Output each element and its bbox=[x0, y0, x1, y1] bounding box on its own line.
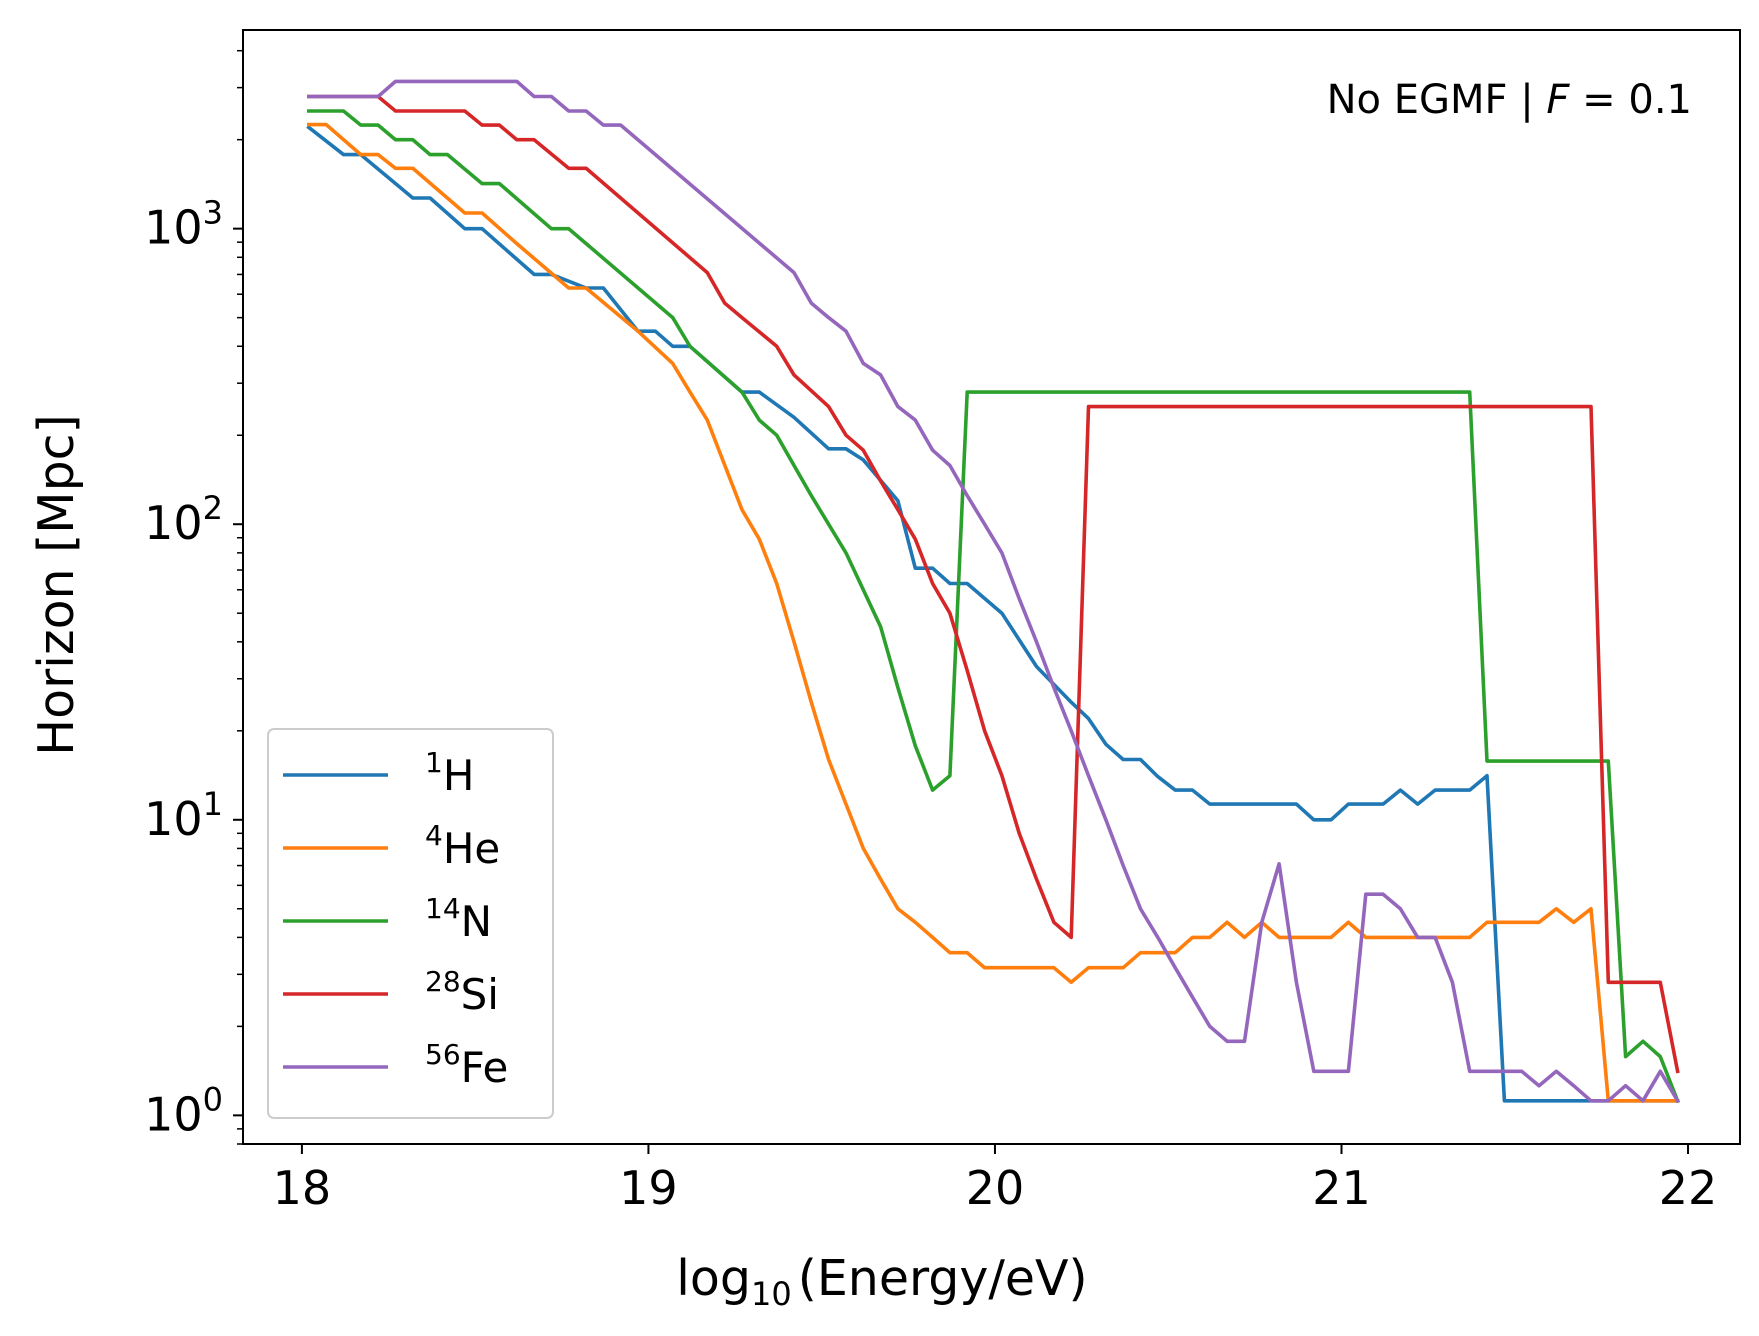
x-tick-label: 18 bbox=[273, 1161, 332, 1215]
legend-label-h: 1H bbox=[425, 746, 474, 800]
series-layer bbox=[306, 79, 1681, 1104]
annotation-suffix: = 0.1 bbox=[1569, 77, 1692, 123]
y-tick-label: 101 bbox=[144, 785, 223, 846]
series-line-si bbox=[307, 94, 1680, 1074]
x-axis-label-base: log bbox=[676, 1250, 751, 1307]
series-line-h bbox=[306, 124, 1680, 1103]
x-axis-label-subscript: 10 bbox=[751, 1275, 792, 1313]
annotation-variable: F bbox=[1546, 77, 1570, 123]
series-line-n bbox=[307, 109, 1680, 1104]
x-axis-label-rest: (Energy/eV) bbox=[798, 1250, 1088, 1307]
legend-box bbox=[267, 728, 554, 1119]
chart-annotation: No EGMF | F = 0.1 bbox=[1327, 77, 1692, 123]
y-tick-label: 103 bbox=[144, 194, 223, 255]
series-line-fe bbox=[307, 79, 1681, 1104]
legend-label-si: 28Si bbox=[425, 965, 499, 1019]
annotation-prefix: No EGMF | bbox=[1327, 77, 1547, 123]
x-axis-label: log10 (Energy/eV) bbox=[676, 1250, 1087, 1313]
plot-frame bbox=[242, 29, 1741, 1145]
legend-label-he: 4He bbox=[425, 819, 500, 873]
x-tick-label: 20 bbox=[966, 1161, 1025, 1215]
ticks-layer: 18 19 20 21 22 100 101 102 103 bbox=[144, 49, 1718, 1215]
y-tick-label: 102 bbox=[144, 489, 223, 550]
x-tick-label: 19 bbox=[619, 1161, 678, 1215]
legend-label-n: 14N bbox=[425, 892, 492, 946]
legend: 1H 4He 14N 28Si 56Fe bbox=[267, 728, 554, 1119]
x-tick-label: 21 bbox=[1312, 1161, 1371, 1215]
legend-label-fe: 56Fe bbox=[425, 1038, 508, 1092]
x-tick-label: 22 bbox=[1659, 1161, 1718, 1215]
y-tick-label: 100 bbox=[144, 1080, 223, 1141]
y-axis-label: Horizon [Mpc] bbox=[28, 414, 85, 755]
series-line-he bbox=[307, 122, 1680, 1103]
